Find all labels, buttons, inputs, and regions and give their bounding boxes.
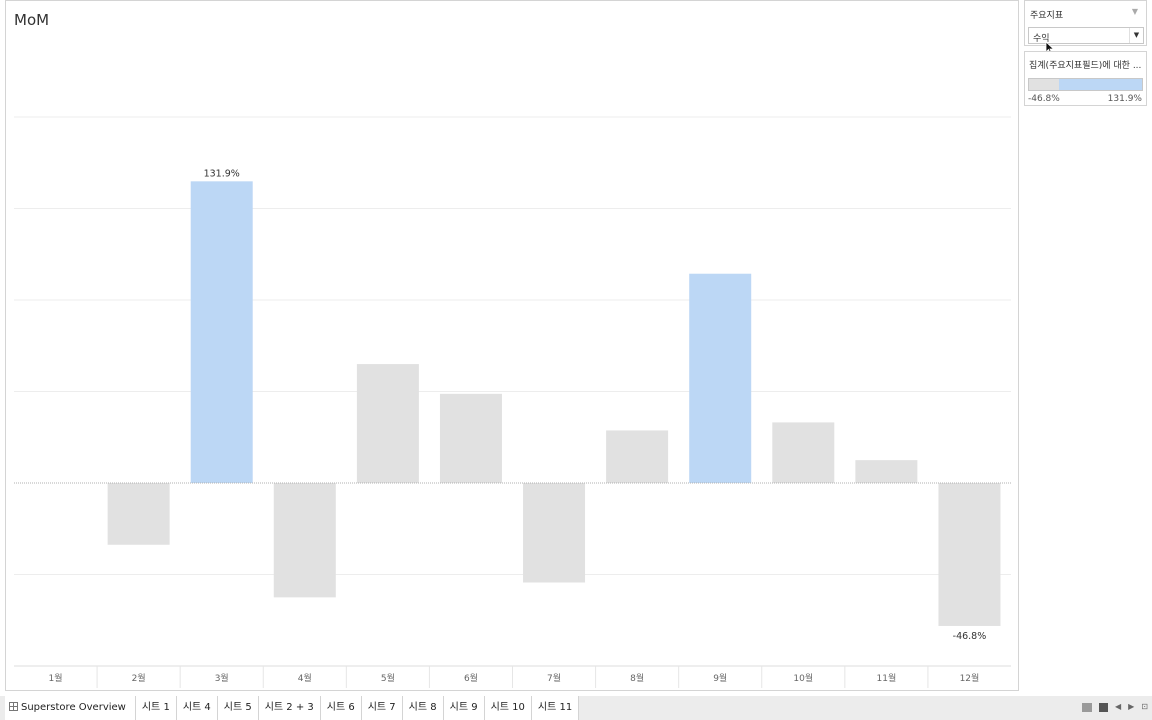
legend-min-label: -46.8% xyxy=(1028,94,1060,104)
data-label: -46.8% xyxy=(953,631,987,642)
sheet-tab[interactable]: 시트 11 xyxy=(531,696,580,720)
bar-9월 xyxy=(689,273,752,484)
color-legend-bar xyxy=(1028,78,1143,91)
x-tick-label: 8월 xyxy=(630,672,644,684)
color-legend-card: 집계(주요지표필드)에 대한 ... -46.8% 131.9% xyxy=(1024,51,1147,106)
sheet-tab[interactable]: 시트 2 + 3 xyxy=(258,696,321,720)
sheet-tab[interactable]: 시트 5 xyxy=(217,696,259,720)
sheet-tab[interactable]: 시트 8 xyxy=(402,696,444,720)
parameter-filter-card: 주요지표 ▼ 수익 ▼ xyxy=(1024,0,1147,55)
x-tick-label: 1월 xyxy=(49,672,63,684)
bar-8월 xyxy=(606,430,669,484)
sheet-tab-label: 시트 9 xyxy=(449,702,478,713)
bar-6월 xyxy=(439,393,502,484)
x-tick-label: 2월 xyxy=(132,672,146,684)
sheet-tab-label: 시트 1 xyxy=(141,702,170,713)
prev-sheet-icon[interactable]: ◀ xyxy=(1114,702,1122,711)
sheet-tab[interactable]: Superstore Overview xyxy=(5,696,136,720)
grid-icon xyxy=(9,702,18,711)
bar-5월 xyxy=(356,364,419,484)
presentation-mode-icon[interactable]: ⊡ xyxy=(1141,702,1148,711)
bar-3월 xyxy=(190,181,253,484)
sheet-tab-label: 시트 5 xyxy=(223,702,252,713)
filter-title: 주요지표 xyxy=(1030,11,1064,21)
bar-7월 xyxy=(523,483,586,583)
x-tick-label: 3월 xyxy=(215,672,229,684)
x-tick-label: 12월 xyxy=(960,672,980,684)
sheet-tab-label: 시트 2 + 3 xyxy=(264,702,314,713)
bar-4월 xyxy=(273,483,336,598)
x-tick-label: 5월 xyxy=(381,672,395,684)
sheet-tab[interactable]: 시트 1 xyxy=(135,696,177,720)
sheet-tabs: Superstore Overview 시트 1 시트 4 시트 5 시트 2 + 3 시… xyxy=(5,696,580,720)
mom-bar-chart: 1월 2월 3월 4월 5월 6월 7월 8월 9월 10월 11월 12월 131.9% -46.8% xyxy=(14,116,1011,688)
card-menu-caret-icon[interactable]: ▼ xyxy=(1131,7,1138,16)
x-tick-label: 10월 xyxy=(793,672,813,684)
x-tick-label: 4월 xyxy=(298,672,312,684)
viz-title: MoM xyxy=(14,11,50,29)
sheet-tab[interactable]: 시트 7 xyxy=(361,696,403,720)
tab-navigation: ◀ ▶ ⊡ xyxy=(1081,702,1148,712)
x-tick-label: 9월 xyxy=(713,672,727,684)
sheet-tab-label: 시트 6 xyxy=(326,702,355,713)
x-tick-label: 7월 xyxy=(547,672,561,684)
sheet-tab[interactable]: 시트 4 xyxy=(176,696,218,720)
dropdown-arrow-icon[interactable]: ▼ xyxy=(1129,28,1143,43)
filmstrip-view-icon[interactable] xyxy=(1081,702,1092,712)
single-view-icon[interactable] xyxy=(1098,702,1108,712)
x-tick-label: 6월 xyxy=(464,672,478,684)
sheet-tab-label: 시트 8 xyxy=(408,702,437,713)
next-sheet-icon[interactable]: ▶ xyxy=(1128,702,1135,711)
sheet-tab[interactable]: 시트 10 xyxy=(484,696,532,720)
legend-title: 집계(주요지표필드)에 대한 ... xyxy=(1029,61,1142,71)
metric-dropdown[interactable]: 수익 ▼ xyxy=(1028,27,1144,44)
viz-frame: 1월 2월 3월 4월 5월 6월 7월 8월 9월 10월 11월 12월 131.9% -46.8% … xyxy=(5,0,1019,691)
sheet-tab[interactable]: 시트 6 xyxy=(320,696,362,720)
sheet-tab-label: 시트 4 xyxy=(182,702,211,713)
data-label: 131.9% xyxy=(204,168,240,179)
bar-2월 xyxy=(107,483,170,545)
bar-12월 xyxy=(938,483,1001,626)
x-tick-label: 11월 xyxy=(877,672,897,684)
sheet-tab-label: Superstore Overview xyxy=(21,702,126,713)
legend-max-label: 131.9% xyxy=(1107,94,1142,104)
bar-10월 xyxy=(772,422,835,484)
legend-positive-range xyxy=(1058,79,1142,90)
legend-negative-range xyxy=(1029,79,1059,90)
sheet-tab-label: 시트 11 xyxy=(537,702,573,713)
sheet-tab[interactable]: 시트 9 xyxy=(443,696,485,720)
sheet-tab-label: 시트 7 xyxy=(367,702,396,713)
bar-11월 xyxy=(855,460,918,484)
sheet-tab-label: 시트 10 xyxy=(490,702,525,713)
metric-dropdown-value: 수익 xyxy=(1033,34,1050,44)
sheet-tab-bar: Superstore Overview 시트 1 시트 4 시트 5 시트 2 + 3 시… xyxy=(0,696,1152,720)
